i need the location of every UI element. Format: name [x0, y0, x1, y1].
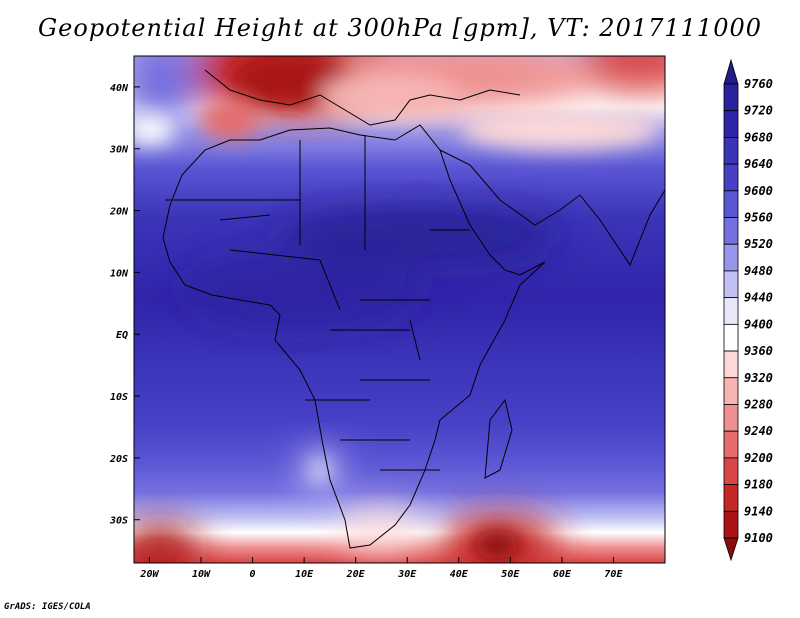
- lon-tick-label: 10E: [295, 569, 314, 580]
- colorbar-level-label: 9360: [744, 344, 773, 358]
- colorbar-level-label: 9520: [744, 237, 773, 251]
- lon-tick-label: 30E: [397, 569, 417, 580]
- colorbar-swatch: [723, 484, 739, 512]
- chart-title: Geopotential Height at 300hPa [gpm], VT:…: [38, 14, 762, 42]
- latitude-axis: 40N 30N 20N 10N EQ 10S 20S 30S: [109, 83, 140, 527]
- colorbar-swatch: [723, 377, 739, 405]
- colorbar: 9760 9720 9680 9640 9600 9560 9520 9480 9440 9400…: [723, 58, 773, 562]
- lat-tick-label: 30S: [109, 516, 128, 527]
- colorbar-swatch: [723, 510, 739, 539]
- colorbar-level-label: 9400: [744, 317, 773, 331]
- colorbar-level-label: 9200: [744, 451, 773, 465]
- height-field: [134, 56, 665, 563]
- lat-tick-label: 40N: [110, 83, 129, 94]
- colorbar-level-label: 9140: [744, 504, 773, 518]
- colorbar-level-label: 9720: [744, 104, 773, 118]
- lon-tick-label: 0: [250, 569, 256, 580]
- lon-tick-label: 10W: [192, 569, 211, 580]
- colorbar-level-label: 9680: [744, 130, 773, 144]
- colorbar-level-label: 9640: [744, 157, 773, 171]
- lat-tick-label: 20S: [109, 454, 128, 465]
- colorbar-swatch: [723, 430, 739, 459]
- colorbar-swatch: [723, 110, 739, 138]
- colorbar-bottom-arrow: [723, 537, 739, 562]
- lat-tick-label: EQ: [116, 330, 128, 341]
- lon-tick-label: 40E: [450, 569, 469, 580]
- colorbar-swatch: [723, 83, 739, 112]
- colorbar-swatch: [723, 404, 739, 432]
- colorbar-swatch: [723, 350, 739, 379]
- colorbar-level-label: 9240: [744, 424, 773, 438]
- lon-tick-label: 20E: [346, 569, 366, 580]
- longitude-axis: 20W 10W 0 10E 20E 30E 40E 50E 60E 70E: [139, 557, 623, 580]
- colorbar-swatch: [723, 457, 739, 485]
- plot-frame: [133, 55, 666, 564]
- colorbar-top-arrow: [723, 58, 739, 85]
- colorbar-swatch: [723, 297, 739, 325]
- lat-tick-label: 20N: [109, 207, 129, 218]
- colorbar-swatch: [723, 323, 739, 352]
- lon-tick-label: 20W: [139, 569, 159, 580]
- colorbar-swatch: [723, 137, 739, 165]
- colorbar-swatch: [723, 243, 739, 272]
- colorbar-level-label: 9280: [744, 397, 773, 411]
- lon-tick-label: 70E: [604, 569, 623, 580]
- colorbar-level-label: 9180: [744, 478, 773, 492]
- colorbar-level-label: 9760: [744, 77, 773, 91]
- coastlines: [162, 69, 665, 549]
- lon-tick-label: 60E: [553, 569, 572, 580]
- grads-credit: GrADS: IGES/COLA: [4, 602, 91, 612]
- lat-tick-label: 10S: [110, 392, 128, 403]
- colorbar-level-label: 9560: [744, 211, 773, 225]
- colorbar-level-label: 9480: [744, 264, 773, 278]
- lon-tick-label: 50E: [501, 569, 520, 580]
- colorbar-level-label: 9100: [744, 531, 773, 545]
- colorbar-swatch: [723, 190, 739, 218]
- lat-tick-label: 10N: [110, 268, 129, 279]
- colorbar-swatch: [723, 163, 739, 192]
- colorbar-level-label: 9320: [744, 371, 773, 385]
- colorbar-swatch: [723, 270, 739, 299]
- lat-tick-label: 30N: [109, 145, 129, 156]
- colorbar-level-label: 9600: [744, 184, 773, 198]
- colorbar-swatch: [723, 217, 739, 245]
- colorbar-level-label: 9440: [744, 291, 773, 305]
